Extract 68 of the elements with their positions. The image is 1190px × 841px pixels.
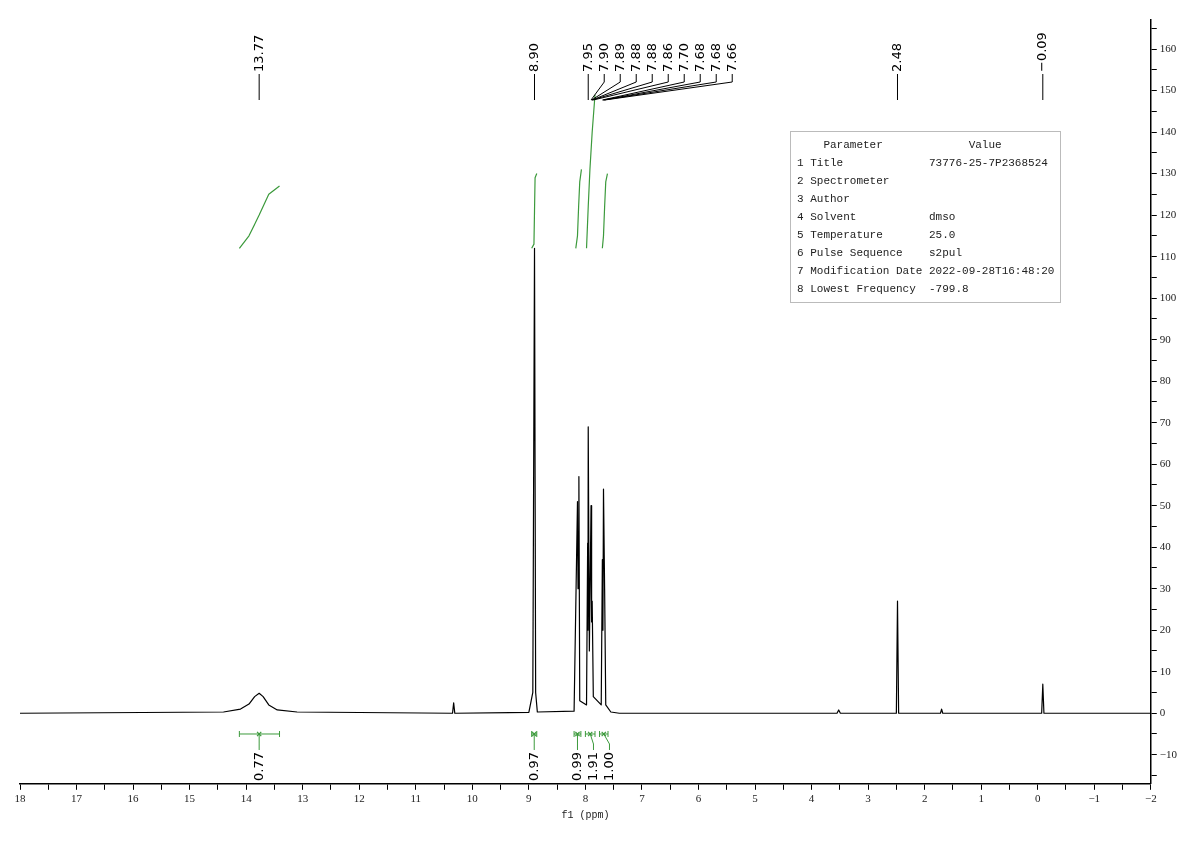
- y-tick-label: 90: [1159, 332, 1172, 345]
- y-tick-label: 20: [1159, 623, 1172, 636]
- x-tick-label: 3: [865, 792, 872, 805]
- annotation: 1.00: [600, 751, 616, 781]
- annotation: 2.48: [888, 43, 904, 72]
- annotation: 2 Spectrometer: [797, 174, 891, 189]
- annotation: 13.77: [250, 34, 266, 72]
- x-tick-label: 18: [14, 792, 26, 805]
- annotation: −0.09: [1034, 32, 1050, 72]
- y-tick-label: 110: [1159, 249, 1177, 262]
- x-tick-label: 5: [752, 792, 759, 805]
- y-tick-label: 120: [1159, 207, 1177, 220]
- x-tick-label: 16: [127, 792, 140, 805]
- annotation: 5 Temperature 25.0: [797, 228, 957, 243]
- x-tick-label: 1: [978, 792, 984, 805]
- annotation: 7.95: [579, 43, 595, 72]
- annotation: 7.90: [595, 43, 611, 72]
- y-tick-label: 50: [1159, 498, 1172, 511]
- annotation: 0.97: [525, 751, 541, 781]
- x-tick-label: 9: [526, 792, 533, 805]
- annotation: 0.77: [250, 751, 266, 781]
- x-tick-label: 14: [240, 792, 253, 805]
- annotation: 1.91: [584, 751, 600, 781]
- annotation: 6 Pulse Sequence s2pul: [797, 246, 964, 261]
- annotation: 7.86: [659, 43, 675, 72]
- x-axis-title: f1 (ppm): [561, 809, 610, 821]
- x-tick-label: 2: [921, 792, 928, 805]
- y-tick-label: 140: [1159, 124, 1177, 137]
- x-tick-label: 12: [353, 792, 365, 805]
- y-tick-label: 30: [1159, 581, 1172, 594]
- annotation: 8.90: [525, 43, 541, 72]
- x-tick-label: 4: [808, 792, 815, 805]
- x-tick-label: 0: [1034, 792, 1041, 805]
- x-tick-label: 15: [184, 792, 196, 805]
- x-tick-label: −1: [1088, 792, 1101, 805]
- annotation: 3 Author: [797, 192, 851, 207]
- x-tick-label: 17: [71, 792, 83, 805]
- y-tick-label: 130: [1159, 166, 1177, 179]
- x-tick-label: 7: [639, 792, 646, 805]
- annotation: 7.88: [627, 43, 643, 72]
- x-tick-label: −2: [1144, 792, 1157, 805]
- annotation: 4 Solvent dmso: [797, 210, 957, 225]
- annotation: 8 Lowest Frequency -799.8: [797, 282, 970, 297]
- y-tick-label: 80: [1159, 374, 1172, 387]
- y-tick-label: 160: [1159, 41, 1177, 54]
- annotation: 1 Title 73776-25-7P2368524: [797, 156, 1049, 171]
- annotation: 7.66: [723, 43, 739, 72]
- x-tick-label: 10: [466, 792, 479, 805]
- y-tick-label: 60: [1159, 457, 1172, 470]
- y-tick-label: −10: [1159, 747, 1178, 760]
- x-tick-label: 11: [410, 792, 422, 805]
- annotation: 7.68: [707, 43, 723, 72]
- y-tick-label: 40: [1159, 540, 1172, 553]
- annotation: 7.70: [675, 43, 691, 72]
- annotation: 7 Modification Date 2022-09-28T16:48:20: [797, 264, 1055, 279]
- x-tick-label: 13: [297, 792, 309, 805]
- y-tick-label: 10: [1159, 664, 1172, 677]
- annotation: 0.99: [568, 751, 584, 781]
- y-tick-label: 100: [1159, 291, 1177, 304]
- annotation: 7.89: [611, 43, 627, 72]
- y-tick-label: 150: [1159, 83, 1177, 96]
- annotation: 7.88: [643, 43, 659, 72]
- y-tick-label: 0: [1159, 706, 1166, 719]
- x-tick-label: 8: [582, 792, 589, 805]
- x-tick-label: 6: [695, 792, 702, 805]
- y-tick-label: 70: [1159, 415, 1172, 428]
- annotation: Parameter Value: [822, 138, 1003, 153]
- annotation: 7.68: [691, 43, 707, 72]
